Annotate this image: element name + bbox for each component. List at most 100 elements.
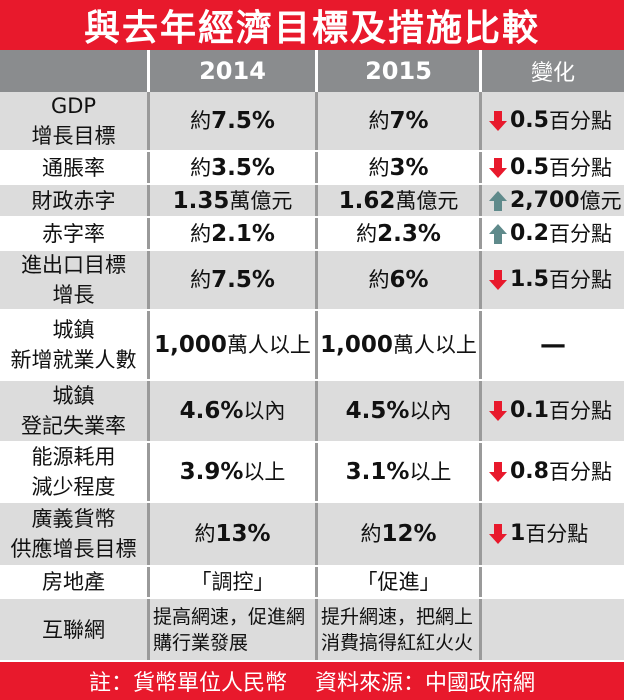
value-number: 7% xyxy=(389,108,429,134)
row-label: 進出口目標 增長 xyxy=(0,251,150,309)
value-number: 3% xyxy=(389,154,429,181)
value-number: 3.9% xyxy=(179,459,244,485)
value-2014: 提高網速，促進網購行業發展 xyxy=(150,599,318,660)
change-cell: 1.5 百分點 xyxy=(482,251,624,309)
change-cell: 2,700 億元 xyxy=(482,185,624,216)
value-prefix: 約 xyxy=(368,155,390,180)
change-cell: — xyxy=(482,311,624,379)
value-2015: 提升網速，把網上消費搞得紅紅火火 xyxy=(318,599,482,660)
change-number: 2,700 xyxy=(510,187,580,213)
footer: 註：貨幣單位人民幣 資料來源：中國政府網 xyxy=(0,662,624,700)
value-prefix: 約 xyxy=(194,522,216,546)
value-prefix: 約 xyxy=(190,109,212,133)
arrow-down-icon xyxy=(489,157,507,178)
value-2014: 1.35 萬億元 xyxy=(150,185,318,216)
value-2015: 「促進」 xyxy=(318,567,482,597)
table-row: 通脹率約 3.5% 約 3% 0.5 百分點 xyxy=(0,152,624,185)
value-number: 1.62 xyxy=(338,187,396,214)
row-label: 房地產 xyxy=(0,567,150,597)
value-prefix: 約 xyxy=(368,109,390,133)
value-2015: 約 6% xyxy=(318,251,482,309)
change-unit: 億元 xyxy=(579,188,622,213)
row-label: 財政赤字 xyxy=(0,185,150,216)
row-label-lines: 進出口目標 增長 xyxy=(21,250,126,310)
value-2014: 約 3.5% xyxy=(150,152,318,183)
value-prefix: 約 xyxy=(190,268,212,292)
header-blank xyxy=(0,50,150,92)
change-cell: 0.8 百分點 xyxy=(482,443,624,501)
change-number: 0.2 xyxy=(510,220,549,246)
value-suffix: 萬人以上 xyxy=(392,333,477,357)
value-number: 6% xyxy=(389,267,429,293)
value-2015: 約 12% xyxy=(318,503,482,565)
value-2015: 約 7% xyxy=(318,92,482,150)
row-label: 能源耗用 減少程度 xyxy=(0,443,150,501)
value-suffix: 萬億元 xyxy=(395,188,459,213)
arrow-down-icon xyxy=(489,462,507,482)
value-2015: 約 2.3% xyxy=(318,218,482,249)
row-label: 通脹率 xyxy=(0,152,150,183)
row-label-lines: 房地產 xyxy=(42,567,105,597)
table-row: 互聯網 提高網速，促進網購行業發展 提升網速，把網上消費搞得紅紅火火 xyxy=(0,599,624,662)
change-value: 0.1 百分點 xyxy=(488,396,612,426)
value-2015: 1.62 萬億元 xyxy=(318,185,482,216)
value-number: 3.5% xyxy=(211,154,275,181)
arrow-down-icon xyxy=(489,111,507,131)
row-label-line: 廣義貨幣 xyxy=(31,507,116,531)
row-label-lines: 城鎮 新增就業人數 xyxy=(11,315,137,375)
row-label: GDP 增長目標 xyxy=(0,92,150,150)
value-number: 13% xyxy=(215,521,271,547)
value-number: 12% xyxy=(381,521,437,547)
row-label-lines: 赤字率 xyxy=(42,219,105,249)
value-number: 4.6% xyxy=(179,398,244,424)
value-2014: 1,000 萬人以上 xyxy=(150,311,318,379)
value-2014: 約 7.5% xyxy=(150,92,318,150)
change-value: 0.2 百分點 xyxy=(488,219,612,249)
value-prefix: 約 xyxy=(356,221,378,246)
change-unit: 百分點 xyxy=(548,221,612,246)
change-cell: 1 百分點 xyxy=(482,503,624,565)
change-cell xyxy=(482,567,624,597)
row-label-line: 互聯網 xyxy=(42,617,105,642)
change-cell: 0.2 百分點 xyxy=(482,218,624,249)
table-row: 能源耗用 減少程度 3.9% 以上 3.1% 以上 0.8 百分點 xyxy=(0,443,624,503)
row-label: 廣義貨幣 供應增長目標 xyxy=(0,503,150,565)
arrow-down-icon xyxy=(489,270,507,290)
table-row: 進出口目標增長 約 7.5% 約 6% 1.5 百分點 xyxy=(0,251,624,311)
change-value: 2,700 億元 xyxy=(488,186,622,216)
value-text: 「調控」 xyxy=(190,570,275,594)
value-2015: 1,000 萬人以上 xyxy=(318,311,482,379)
footer-source: 資料來源：中國政府網 xyxy=(315,671,536,696)
value-number: 7.5% xyxy=(211,267,275,293)
row-label-line: 城鎮 xyxy=(52,318,95,342)
change-number: 0.8 xyxy=(510,459,549,484)
table-row: GDP 增長目標約 7.5% 約 7% 0.5 百分點 xyxy=(0,92,624,152)
change-number: 1.5 xyxy=(510,267,549,292)
row-label: 城鎮 登記失業率 xyxy=(0,381,150,441)
value-suffix: 萬人以上 xyxy=(226,333,311,357)
row-label-lines: 城鎮 登記失業率 xyxy=(21,381,126,441)
change-unit: 百分點 xyxy=(548,460,612,484)
row-label-line: GDP xyxy=(50,94,97,118)
value-2015: 3.1% 以上 xyxy=(318,443,482,501)
table-title: 與去年經濟目標及措施比較 xyxy=(0,0,624,50)
value-2014: 約 13% xyxy=(150,503,318,565)
table-row: 財政赤字 1.35 萬億元 1.62 萬億元 2,700 億元 xyxy=(0,185,624,218)
value-prefix: 約 xyxy=(190,155,212,180)
change-cell: 0.5 百分點 xyxy=(482,92,624,150)
change-unit: 百分點 xyxy=(548,109,612,133)
change-number: 1 xyxy=(510,521,526,546)
value-2015: 約 3% xyxy=(318,152,482,183)
row-label-line: 增長 xyxy=(52,283,95,307)
value-prefix: 約 xyxy=(360,522,382,546)
row-label-line: 進出口目標 xyxy=(21,253,126,277)
change-cell: 0.1 百分點 xyxy=(482,381,624,441)
arrow-up-icon xyxy=(489,190,507,211)
change-unit: 百分點 xyxy=(548,399,612,423)
row-label-line: 增長目標 xyxy=(31,124,116,148)
change-cell xyxy=(482,599,624,660)
change-number: — xyxy=(540,330,566,360)
value-number: 2.1% xyxy=(211,220,275,247)
arrow-down-icon xyxy=(489,401,507,421)
value-number: 1,000 xyxy=(320,332,393,358)
